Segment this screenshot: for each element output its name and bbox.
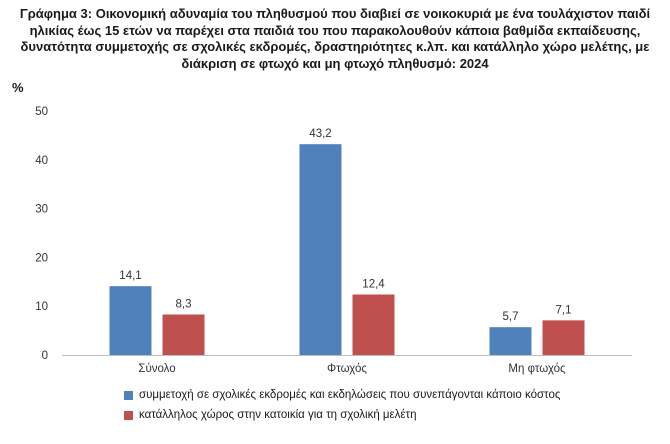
bar-series-2-1 [162, 314, 205, 355]
bar-series-1-1 [109, 286, 152, 355]
bar-value-label: 7,1 [556, 304, 572, 316]
bar-value-label: 12,4 [362, 278, 385, 290]
legend-item-series-2: κατάλληλος χώρος στην κατοικία για τη σχ… [124, 405, 560, 425]
y-tick-label: 30 [35, 204, 48, 216]
bar-value-label: 14,1 [119, 270, 141, 282]
x-tick-label: Μη φτωχός [508, 363, 566, 375]
legend-item-series-1: συμμετοχή σε σχολικές εκδρομές και εκδηλ… [124, 385, 560, 405]
y-tick-label: 50 [35, 106, 48, 118]
bar-value-label: 5,7 [503, 311, 519, 323]
bar-series-1-3 [489, 327, 532, 355]
bar-value-label: 43,2 [309, 128, 331, 140]
x-axis: Σύνολο Φτωχός Μη φτωχός [62, 355, 632, 375]
legend: συμμετοχή σε σχολικές εκδρομές και εκδηλ… [124, 385, 560, 425]
x-tick-label: Σύνολο [138, 363, 175, 375]
bar-series-2-3 [542, 320, 585, 355]
bar-value-label: 8,3 [176, 298, 192, 310]
y-tick-label: 10 [35, 301, 48, 313]
chart-title: Γράφημα 3: Οικονομική αδυναμία του πληθυ… [19, 6, 651, 71]
legend-label-series-1: συμμετοχή σε σχολικές εκδρομές και εκδηλ… [139, 389, 561, 401]
legend-swatch-series-2 [124, 410, 133, 420]
y-tick-label: 40 [35, 155, 48, 167]
y-tick-label: 0 [42, 350, 48, 362]
y-axis-unit-label: % [12, 80, 24, 95]
legend-label-series-2: κατάλληλος χώρος στην κατοικία για τη σχ… [139, 409, 417, 421]
bar-value-labels: 14,1 8,3 43,2 12,4 5,7 7,1 [119, 128, 571, 323]
x-tick-label: Φτωχός [327, 363, 367, 375]
bar-series-2-2 [352, 294, 395, 355]
legend-swatch-series-1 [124, 390, 133, 400]
bars [109, 144, 585, 355]
y-tick-label: 20 [35, 252, 48, 264]
bar-series-1-2 [299, 144, 342, 355]
y-axis: 0 10 20 30 40 50 [35, 106, 48, 362]
